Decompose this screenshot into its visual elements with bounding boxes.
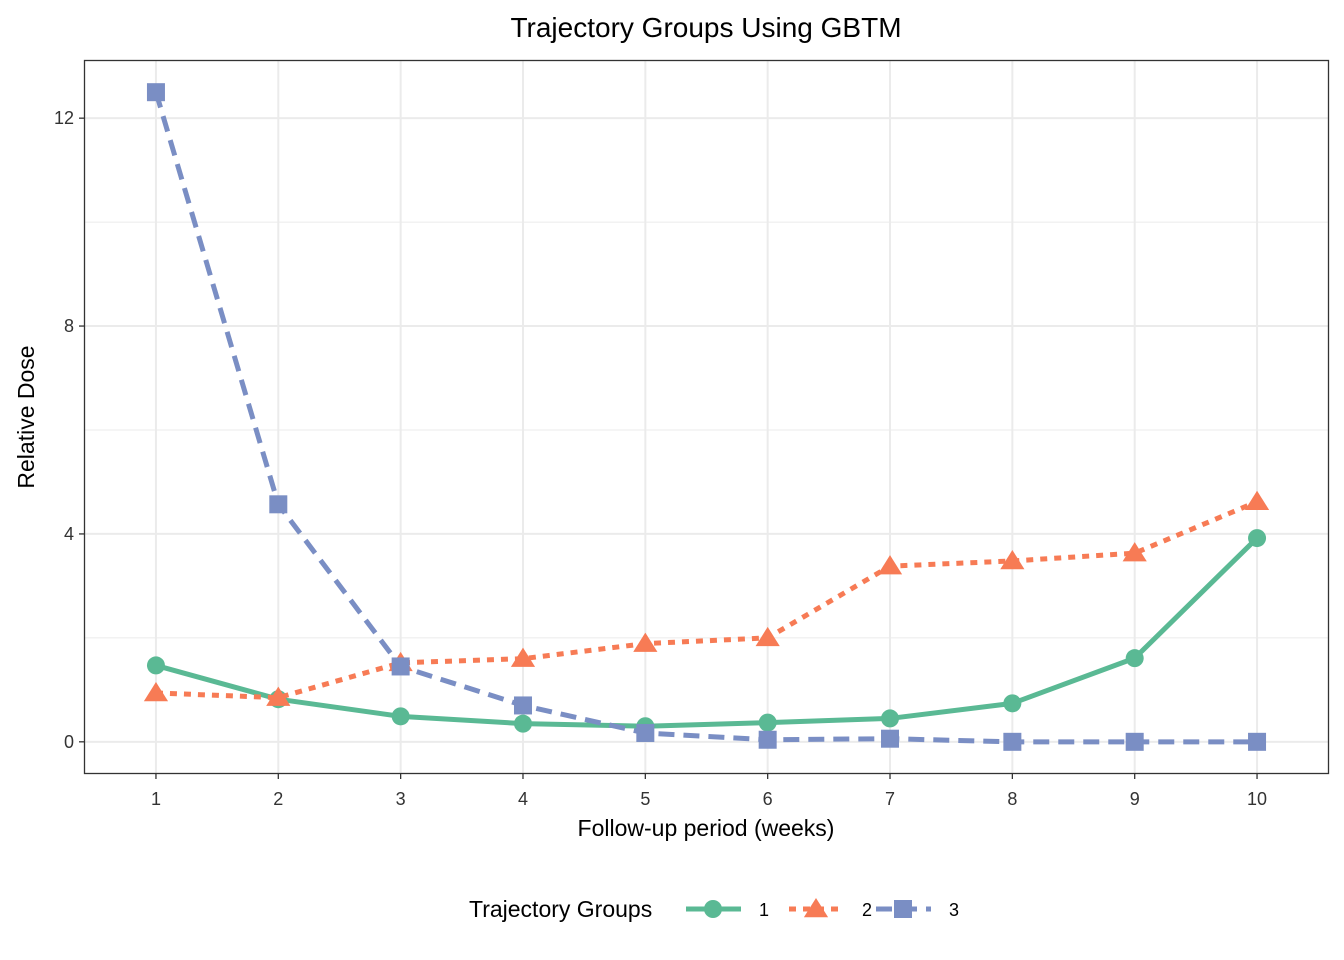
data-point-2	[877, 555, 903, 575]
y-tick-label: 8	[64, 316, 74, 336]
data-point-1	[1125, 649, 1144, 668]
legend-key-3	[876, 900, 931, 918]
x-tick-label: 5	[640, 789, 650, 809]
data-point-3	[1125, 732, 1144, 751]
data-point-3	[758, 730, 777, 749]
plot-panel-border	[83, 59, 1330, 775]
data-point-1	[1003, 694, 1022, 713]
y-axis-title: Relative Dose	[13, 345, 39, 488]
data-point-3	[391, 657, 410, 676]
series-layer	[143, 83, 1270, 751]
chart-title: Trajectory Groups Using GBTM	[510, 12, 901, 43]
x-axis-title: Follow-up period (weeks)	[578, 815, 835, 841]
data-point-3	[513, 696, 532, 715]
y-tick-label: 4	[64, 524, 74, 544]
x-tick-label: 9	[1130, 789, 1140, 809]
data-point-1	[391, 707, 410, 726]
legend-key-marker	[894, 900, 912, 918]
legend-key-1	[686, 900, 741, 918]
data-point-1	[1248, 529, 1267, 548]
series-line-3	[153, 91, 1258, 745]
x-tick-label: 1	[151, 789, 161, 809]
data-point-2	[1122, 542, 1147, 562]
data-point-2	[266, 686, 291, 706]
legend-key-marker	[704, 900, 722, 918]
x-tick-label: 10	[1247, 789, 1267, 809]
legend-label: 1	[759, 900, 769, 920]
grid-minor	[85, 221, 1328, 639]
data-point-1	[513, 714, 532, 733]
legend-label: 3	[949, 900, 959, 920]
x-tick-label: 7	[885, 789, 895, 809]
data-point-2	[1000, 549, 1025, 570]
data-point-3	[1003, 732, 1022, 751]
data-point-2	[755, 626, 780, 647]
data-point-1	[881, 709, 900, 728]
legend-key-marker	[803, 898, 829, 918]
legend-key-2	[789, 898, 844, 918]
data-point-2	[633, 632, 658, 652]
data-point-3	[1248, 732, 1267, 751]
data-point-2	[143, 681, 169, 702]
series-line-2	[155, 499, 1259, 701]
x-tick-label: 2	[273, 789, 283, 809]
data-point-3	[269, 495, 288, 514]
x-tick-label: 8	[1007, 789, 1017, 809]
data-point-3	[146, 83, 165, 102]
grid-major	[85, 61, 1328, 773]
data-point-3	[636, 723, 655, 742]
x-tick-label: 4	[518, 789, 528, 809]
legend-label: 2	[862, 900, 872, 920]
x-tick-label: 6	[763, 789, 773, 809]
series-2	[143, 490, 1270, 706]
y-tick-label: 12	[54, 108, 74, 128]
series-3	[146, 83, 1267, 751]
data-point-3	[881, 729, 900, 748]
legend: Trajectory Groups 1 2 3	[469, 896, 959, 922]
data-point-2	[1244, 490, 1270, 510]
data-point-1	[758, 713, 777, 732]
y-tick-label: 0	[64, 732, 74, 752]
series-line-1	[155, 536, 1259, 729]
legend-title: Trajectory Groups	[469, 896, 652, 922]
data-point-2	[510, 647, 536, 667]
data-point-1	[146, 656, 165, 675]
x-tick-label: 3	[396, 789, 406, 809]
series-1	[146, 529, 1267, 736]
